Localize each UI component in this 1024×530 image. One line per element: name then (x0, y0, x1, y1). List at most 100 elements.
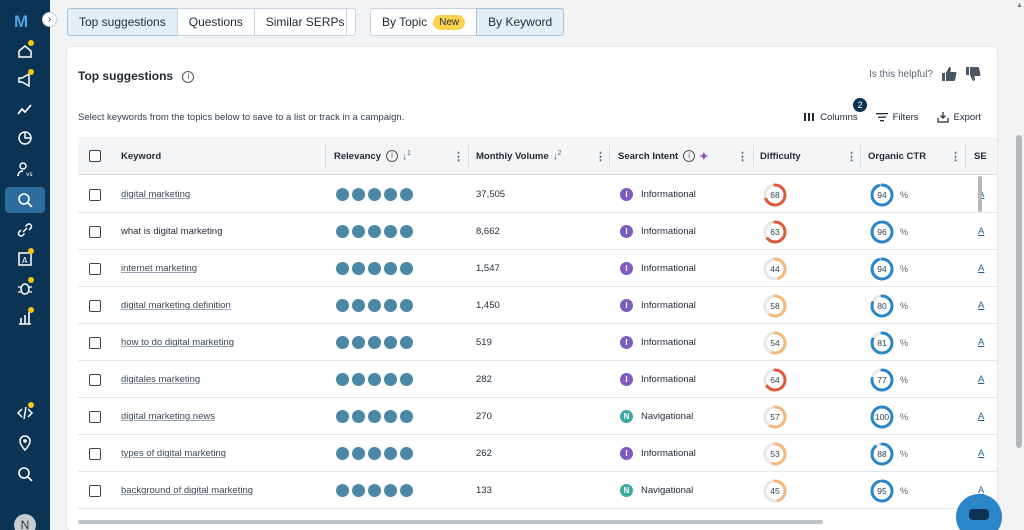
info-icon[interactable]: i (182, 70, 195, 83)
keyword-link[interactable]: internet marketing (121, 263, 198, 274)
relevancy-dot (400, 225, 413, 238)
export-button[interactable]: Export (936, 111, 981, 123)
scroll-up-icon[interactable]: ▲ (1016, 2, 1023, 9)
table-row[interactable]: types of digital marketing 262 I Informatio… (78, 435, 997, 472)
header-keyword[interactable]: Keyword (121, 150, 162, 162)
row-checkbox[interactable] (89, 410, 101, 423)
nav-item-bug[interactable] (5, 275, 45, 301)
table-row[interactable]: internet marketing 1,547 I Informational 44 9… (78, 250, 997, 287)
se-link[interactable]: A (978, 226, 985, 237)
header-monthly-volume[interactable]: Monthly Volume ↓2 (476, 137, 562, 175)
keyword-link[interactable]: what is digital marketing (121, 226, 223, 237)
keyword-link[interactable]: background of digital marketing (121, 485, 254, 496)
keyword-link[interactable]: types of digital marketing (121, 448, 227, 459)
nav-item-home[interactable] (5, 38, 45, 64)
nav-item-report[interactable] (5, 305, 45, 331)
se-link[interactable]: A (978, 300, 985, 311)
header-se[interactable]: SE (974, 150, 987, 162)
table-row[interactable]: digital marketing news 270 N Navigational 57… (78, 398, 997, 435)
table-row[interactable]: digital marketing definition 1,450 I Inform… (78, 287, 997, 324)
thumbs-up-icon[interactable] (941, 66, 957, 82)
row-checkbox[interactable] (89, 484, 101, 497)
horizontal-scrollbar[interactable] (78, 520, 823, 524)
se-link[interactable]: A (978, 374, 985, 385)
row-select-cell (89, 398, 101, 435)
nav-item-code[interactable] (5, 400, 45, 426)
tab-questions[interactable]: Questions (176, 8, 255, 36)
header-relevancy[interactable]: Relevancy i ↓1 (334, 137, 411, 175)
nav-item-link[interactable] (5, 217, 45, 243)
brand-logo[interactable]: M (14, 12, 29, 31)
volume-menu-icon[interactable]: ⋮ (595, 151, 606, 163)
sort-desc-icon[interactable]: ↓2 (552, 149, 562, 163)
tab-similar-serps[interactable]: Similar SERPs (253, 8, 357, 36)
header-difficulty[interactable]: Difficulty (760, 150, 801, 162)
filters-button[interactable]: Filters (875, 111, 919, 123)
sort-desc-icon[interactable]: ↓1 (402, 149, 411, 163)
row-checkbox[interactable] (89, 225, 101, 238)
difficulty-cell: 53 (763, 435, 787, 472)
keyword-link[interactable]: how to do digital marketing (121, 337, 235, 348)
row-checkbox[interactable] (89, 262, 101, 275)
ctr-ring-value: 96 (877, 226, 887, 237)
columns-button[interactable]: Columns 2 (803, 98, 868, 123)
se-link[interactable]: A (978, 411, 985, 422)
header-search-intent[interactable]: Search Intent i ✦ (618, 137, 708, 175)
select-all-checkbox[interactable] (89, 150, 101, 162)
difficulty-ring-value: 63 (770, 226, 780, 237)
user-avatar[interactable]: N (14, 514, 36, 530)
keyword-link[interactable]: digital marketing (121, 189, 191, 200)
keyword-cell: digitales marketing (121, 361, 200, 398)
table-row[interactable]: what is digital marketing 8,662 I Informati… (78, 213, 997, 250)
row-checkbox[interactable] (89, 373, 101, 386)
search-icon (18, 467, 33, 482)
nav-item-keyword-search[interactable] (5, 187, 45, 213)
se-link[interactable]: A (978, 337, 985, 348)
ctr-menu-icon[interactable]: ⋮ (950, 151, 961, 163)
row-checkbox[interactable] (89, 299, 101, 312)
intent-menu-icon[interactable]: ⋮ (737, 151, 748, 163)
difficulty-menu-icon[interactable]: ⋮ (846, 151, 857, 163)
table-scrollbar[interactable] (978, 176, 982, 212)
keyword-table: Keyword Relevancy i ↓1 ⋮ Monthly Volume … (78, 137, 997, 517)
relevancy-info-icon[interactable]: i (386, 150, 399, 162)
tab-by-topic[interactable]: By Topic New (370, 8, 478, 36)
nav-item-pie-chart[interactable] (5, 125, 45, 151)
thumbs-down-icon[interactable] (965, 66, 981, 82)
relevancy-menu-icon[interactable]: ⋮ (453, 151, 464, 163)
intent-info-icon[interactable]: i (683, 150, 696, 162)
header-organic-ctr[interactable]: Organic CTR (868, 150, 927, 162)
se-link[interactable]: A (978, 263, 985, 274)
keyword-link[interactable]: digital marketing definition (121, 300, 231, 311)
helpful-text: Is this helpful? (869, 68, 933, 80)
table-row[interactable]: digital marketing 37,505 I Informational 68 9… (78, 176, 997, 213)
difficulty-cell: 54 (763, 324, 787, 361)
keyword-link[interactable]: digitales marketing (121, 374, 201, 385)
se-link[interactable]: A (978, 448, 985, 459)
row-checkbox[interactable] (89, 336, 101, 349)
panel-title-text: Top suggestions (78, 69, 174, 83)
nav-collapse-toggle[interactable]: › (42, 12, 57, 27)
table-row[interactable]: how to do digital marketing 519 I Informati… (78, 324, 997, 361)
se-link[interactable]: A (978, 485, 985, 496)
nav-item-content[interactable]: A (5, 246, 45, 272)
ctr-ring-value: 81 (877, 337, 887, 348)
page-scrollbar[interactable] (1016, 135, 1022, 448)
nav-item-search[interactable] (5, 461, 45, 487)
row-checkbox[interactable] (89, 188, 101, 201)
nav-item-user-vs[interactable]: vs (5, 156, 45, 182)
row-checkbox[interactable] (89, 447, 101, 460)
chat-button[interactable] (956, 494, 1002, 530)
percent-sign: % (900, 300, 909, 311)
table-row[interactable]: digitales marketing 282 I Informational 64 77… (78, 361, 997, 398)
grouping-tabs: By Topic New By Keyword (370, 8, 565, 36)
nav-item-megaphone[interactable] (5, 67, 45, 93)
tab-by-keyword[interactable]: By Keyword (476, 8, 565, 36)
tab-top-suggestions[interactable]: Top suggestions (67, 8, 178, 36)
nav-item-location[interactable] (5, 430, 45, 456)
relevancy-dot (352, 484, 365, 497)
nav-item-trend[interactable] (5, 96, 45, 122)
relevancy-dot (384, 410, 397, 423)
table-row[interactable]: background of digital marketing 133 N Navig… (78, 472, 997, 509)
keyword-link[interactable]: digital marketing news (121, 411, 215, 422)
